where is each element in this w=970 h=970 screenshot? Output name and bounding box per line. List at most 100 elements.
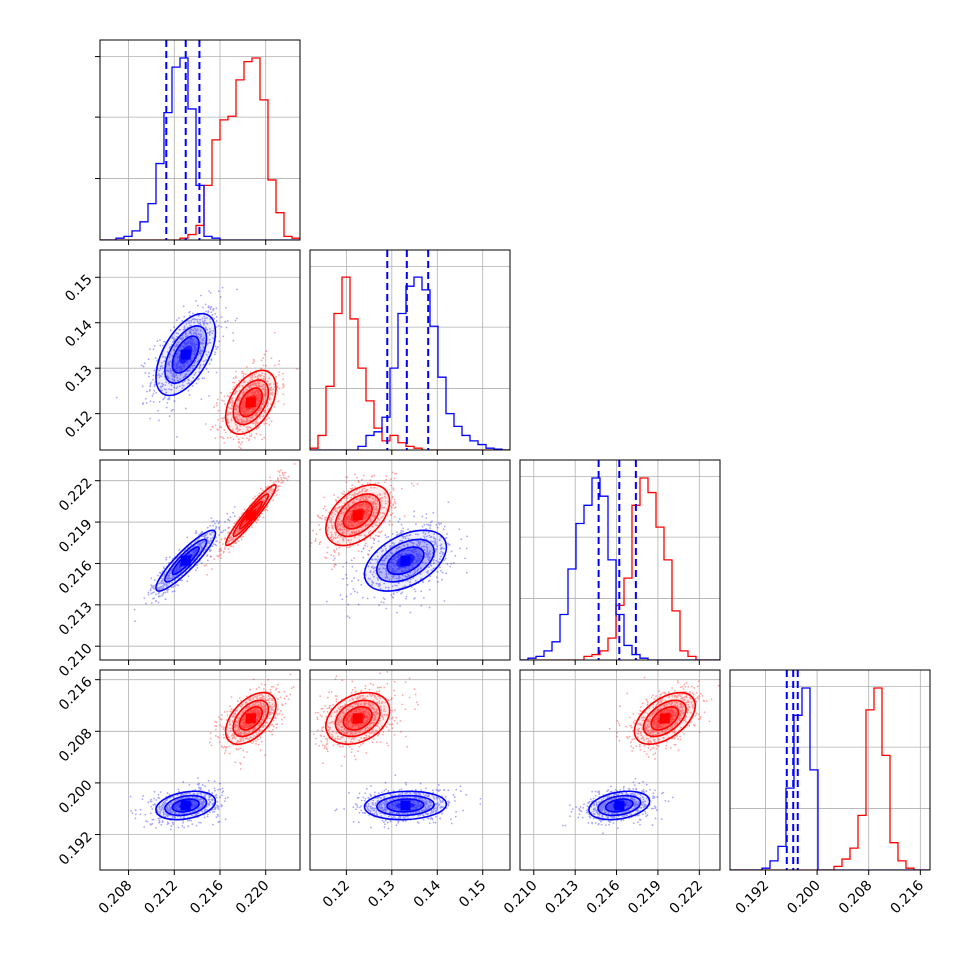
panel-frame	[309, 249, 511, 451]
contour-line	[386, 546, 425, 576]
y-tick-label: 0.219	[56, 516, 96, 556]
contour-line	[363, 529, 448, 592]
panel-frame	[519, 669, 721, 871]
contour-line	[334, 493, 381, 538]
x-tick-label: 0.216	[887, 877, 927, 917]
panel-frame	[99, 669, 301, 871]
density-peak	[180, 555, 191, 566]
y-tick-label: 0.210	[56, 641, 96, 681]
x-tick-label: 0.220	[233, 878, 273, 918]
panel-frame	[99, 249, 301, 451]
panel-content	[520, 670, 720, 870]
x-tick-label: 0.15	[456, 878, 489, 911]
contour-line	[155, 312, 217, 397]
contour-line	[171, 798, 200, 813]
y-tick-label: 0.14	[62, 317, 95, 350]
contour-line	[224, 691, 277, 745]
panel-frame	[309, 669, 511, 871]
panel-content	[310, 460, 510, 660]
panel-3-3: 0.192 0.200 0.208 0.216	[729, 669, 931, 918]
density-peak	[245, 713, 256, 724]
x-tick-label: 0.210	[501, 878, 541, 918]
x-tick-label: 0.200	[784, 878, 824, 918]
contour-line	[224, 369, 277, 435]
contour-line	[325, 484, 391, 547]
x-tick-label: 0.212	[141, 878, 181, 918]
contour-line	[588, 790, 651, 821]
contour-line	[633, 691, 696, 745]
panel-content	[100, 40, 300, 240]
contour-line	[155, 529, 217, 592]
density-peak	[352, 510, 363, 521]
y-tick-label: 0.15	[62, 272, 95, 305]
contour-line	[363, 790, 448, 821]
panel-frame	[99, 39, 301, 241]
y-tick-label: 0.13	[62, 363, 95, 396]
contour-line	[597, 794, 642, 817]
panel-1-1	[309, 249, 511, 455]
panel-2-1	[309, 459, 511, 665]
y-tick-label: 0.216	[56, 558, 96, 598]
contour-line	[386, 798, 425, 813]
hist-blue	[100, 57, 300, 240]
y-tick-label: 0.222	[56, 475, 96, 515]
hist-red	[730, 687, 930, 870]
x-tick-label: 0.222	[666, 878, 706, 918]
contour-line	[238, 387, 263, 418]
panel-content	[310, 670, 510, 870]
contour-line	[642, 699, 687, 738]
density-peak	[400, 555, 411, 566]
y-tick-label: 0.200	[56, 777, 96, 817]
density-peak	[245, 397, 256, 408]
x-tick-label: 0.219	[625, 878, 665, 918]
density-peak	[659, 713, 670, 724]
panel-1-0: 0.12 0.13 0.14 0.15	[62, 249, 301, 455]
contour-line	[650, 705, 680, 731]
x-tick-label: 0.13	[365, 878, 398, 911]
x-tick-label: 0.213	[542, 878, 582, 918]
hist-red	[100, 57, 300, 240]
hist-blue	[310, 276, 510, 450]
panel-frame	[99, 459, 301, 661]
x-tick-label: 0.216	[187, 877, 227, 917]
y-tick-label: 0.12	[62, 408, 95, 441]
panel-content	[100, 250, 300, 450]
contour-line	[342, 500, 373, 530]
density-peak	[180, 800, 191, 811]
contour-line	[342, 705, 373, 731]
contour-line	[232, 699, 270, 738]
contour-line	[155, 790, 217, 821]
x-tick-label: 0.208	[836, 878, 876, 918]
contour-line	[376, 538, 435, 583]
y-tick-label: 0.208	[56, 726, 96, 766]
density-peak	[400, 800, 411, 811]
x-tick-label: 0.14	[411, 877, 444, 910]
panel-content	[100, 670, 300, 870]
hist-red	[310, 276, 510, 450]
contour-line	[376, 794, 435, 817]
density-peak	[245, 510, 256, 521]
panel-content	[520, 460, 720, 660]
contour-line	[164, 325, 208, 384]
contour-line	[334, 699, 381, 738]
contour-line	[238, 705, 263, 731]
panel-content	[100, 460, 300, 660]
contour-line	[171, 335, 200, 374]
hist-blue	[730, 687, 930, 870]
x-tick-label: 0.216	[584, 877, 624, 917]
panel-0-0	[95, 39, 301, 245]
hist-blue	[520, 477, 720, 660]
panel-3-2: 0.210 0.213 0.216 0.219 0.222	[501, 669, 721, 918]
density-peak	[614, 800, 625, 811]
y-tick-label: 0.213	[56, 599, 96, 639]
panel-2-2	[519, 459, 721, 665]
panel-frame	[519, 459, 721, 661]
panel-3-1: 0.12 0.13 0.14 0.15	[309, 669, 511, 911]
panel-frame	[729, 669, 931, 871]
x-tick-label: 0.192	[733, 878, 773, 918]
density-peak	[180, 349, 191, 360]
density-peak	[352, 713, 363, 724]
